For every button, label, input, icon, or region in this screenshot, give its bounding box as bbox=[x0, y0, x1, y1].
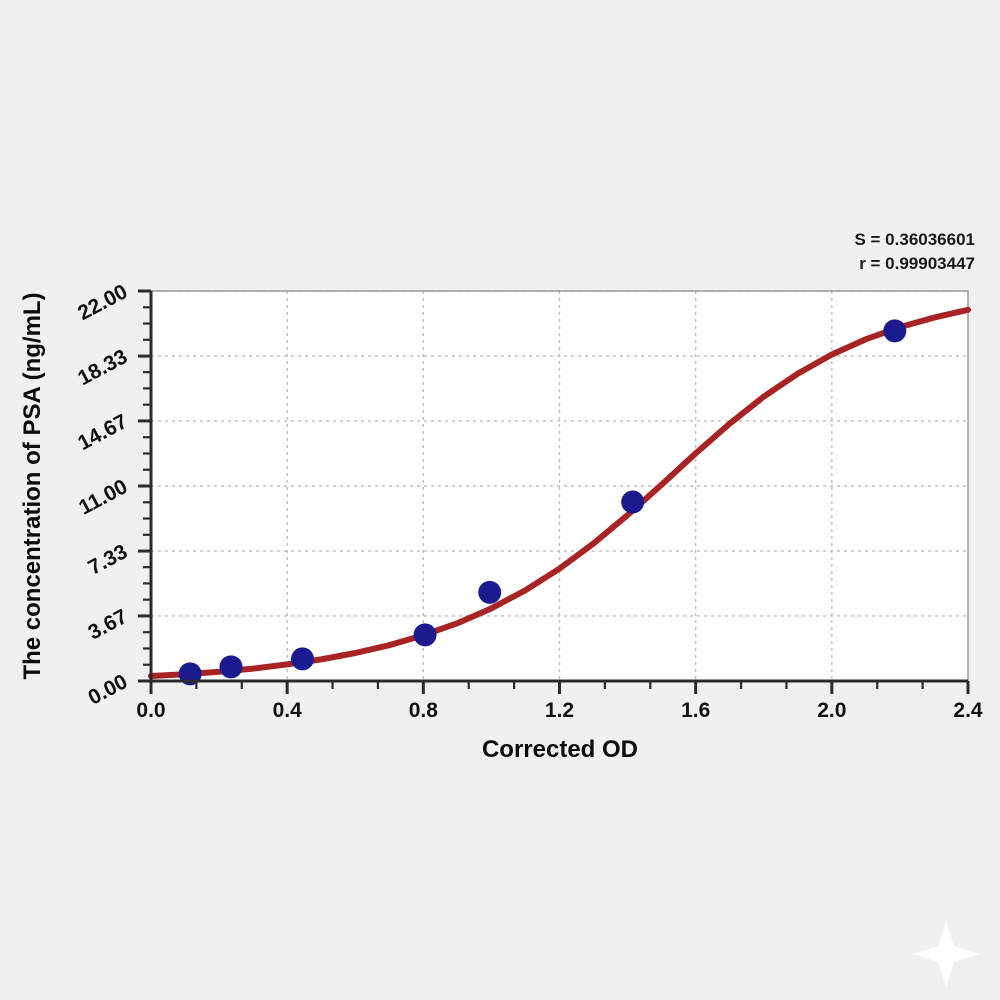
data-point bbox=[883, 319, 907, 343]
x-tick-label: 0.0 bbox=[136, 699, 165, 722]
data-point bbox=[219, 655, 243, 679]
y-tick-label: 14.67 bbox=[74, 410, 131, 455]
data-point bbox=[413, 623, 437, 647]
y-tick-label: 7.33 bbox=[84, 540, 131, 579]
y-tick-label: 22.00 bbox=[74, 280, 131, 325]
statistic-r-value: r = 0.99903447 bbox=[859, 254, 975, 273]
y-tick-label: 0.00 bbox=[84, 670, 131, 709]
x-tick-label: 2.4 bbox=[953, 699, 983, 722]
y-tick-label: 3.67 bbox=[84, 605, 131, 644]
x-tick-label: 1.2 bbox=[545, 699, 574, 722]
x-axis-tick-labels: 0.0 0.4 0.8 1.2 1.6 2.0 2.4 bbox=[136, 699, 983, 722]
data-point bbox=[478, 580, 502, 604]
y-axis-title: The concentration of PSA (ng/mL) bbox=[19, 292, 46, 679]
x-tick-label: 0.4 bbox=[273, 699, 303, 722]
x-tick-label: 0.8 bbox=[409, 699, 439, 722]
data-point bbox=[621, 490, 645, 514]
y-tick-label: 18.33 bbox=[74, 345, 131, 390]
data-point bbox=[290, 647, 314, 671]
x-axis-title: Corrected OD bbox=[482, 736, 638, 763]
x-tick-label: 1.6 bbox=[681, 699, 710, 722]
four-point-star-icon bbox=[912, 920, 980, 988]
plot-frame bbox=[151, 290, 969, 681]
y-tick-label: 11.00 bbox=[75, 475, 131, 519]
x-tick-label: 2.0 bbox=[817, 699, 846, 722]
fit-curve bbox=[148, 306, 971, 680]
statistic-s-value: S = 0.36036601 bbox=[854, 230, 975, 249]
y-axis-tick-labels: 0.00 3.67 7.33 11.00 14.67 18.33 22.00 bbox=[74, 280, 131, 709]
x-axis-ticks bbox=[149, 681, 970, 694]
y-axis-ticks bbox=[138, 289, 151, 683]
